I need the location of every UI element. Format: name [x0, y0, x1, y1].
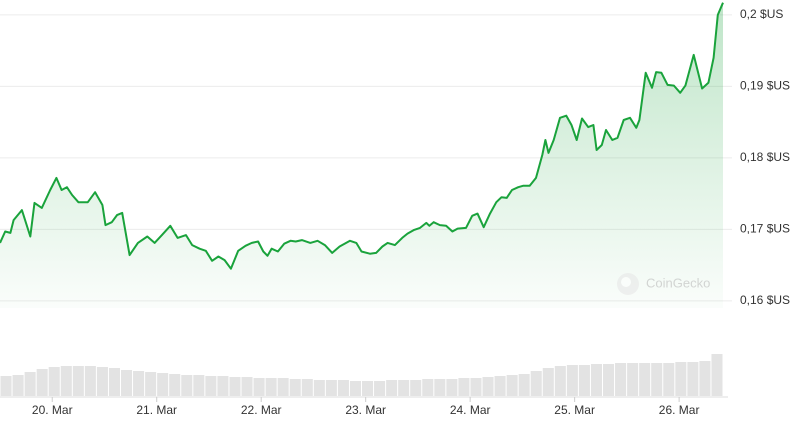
volume-bar — [506, 375, 518, 396]
volume-bar — [518, 374, 530, 396]
volume-bar — [301, 379, 313, 396]
x-tick-label: 26. Mar — [659, 403, 700, 417]
volume-bar — [578, 365, 590, 396]
volume-bar — [193, 375, 205, 396]
x-tick-label: 21. Mar — [136, 403, 177, 417]
volume-bar — [482, 377, 494, 396]
volume-bar — [48, 367, 60, 396]
volume-bar — [169, 374, 181, 396]
volume-bar — [362, 381, 374, 396]
volume-bar — [494, 376, 506, 396]
volume-bar — [458, 378, 470, 396]
volume-bar — [181, 375, 193, 396]
volume-bar — [651, 363, 663, 396]
volume-bar — [145, 372, 157, 396]
volume-bar — [217, 376, 229, 396]
x-tick-label: 22. Mar — [241, 403, 282, 417]
watermark: CoinGecko — [617, 273, 710, 295]
x-tick-label: 24. Mar — [450, 403, 491, 417]
volume-bar — [470, 378, 482, 396]
volume-bar — [72, 366, 84, 396]
volume-bar — [398, 380, 410, 396]
volume-bar — [313, 380, 325, 396]
volume-bar — [12, 375, 24, 396]
watermark-text: CoinGecko — [646, 275, 710, 290]
y-tick-label: 0,2 $US — [740, 7, 783, 21]
volume-bar — [277, 378, 289, 396]
volume-bar — [36, 369, 48, 396]
volume-bar — [96, 367, 108, 396]
volume-bar — [663, 363, 675, 396]
volume-bar — [711, 354, 723, 396]
volume-bar — [84, 366, 96, 396]
volume-bar — [615, 363, 627, 396]
watermark-logo-eye — [621, 277, 631, 287]
y-tick-label: 0,17 $US — [740, 222, 790, 236]
volume-bar — [289, 379, 301, 396]
volume-bar — [60, 366, 72, 396]
volume-bar — [337, 380, 349, 396]
volume-bar — [386, 380, 398, 396]
volume-bar — [241, 377, 253, 396]
volume-bar — [639, 363, 651, 396]
volume-bar — [229, 377, 241, 396]
volume-bar — [566, 365, 578, 396]
price-line — [0, 2, 724, 270]
volume-bar — [699, 361, 711, 396]
volume-bar — [422, 379, 434, 396]
volume-bar — [108, 368, 120, 396]
volume-bar — [675, 362, 687, 396]
volume-bar — [590, 364, 602, 396]
volume-bar — [530, 371, 542, 396]
volume-bar — [265, 378, 277, 396]
volume-bar — [554, 366, 566, 396]
volume-bar — [603, 364, 615, 396]
x-tick-label: 23. Mar — [345, 403, 386, 417]
volume-bar — [542, 368, 554, 396]
volume-bar — [349, 381, 361, 396]
volume-bar — [205, 376, 217, 396]
volume-bar — [253, 378, 265, 396]
volume-bar — [374, 381, 386, 396]
volume-bar — [446, 379, 458, 396]
volume-bar — [121, 370, 133, 396]
volume-bar — [157, 373, 169, 396]
volume-bar — [24, 372, 36, 396]
x-tick-label: 20. Mar — [32, 403, 73, 417]
y-tick-label: 0,16 $US — [740, 293, 790, 307]
y-tick-label: 0,19 $US — [740, 79, 790, 93]
volume-bar — [133, 371, 145, 396]
volume-bar — [325, 380, 337, 396]
volume-bar — [434, 379, 446, 396]
price-area — [0, 2, 723, 308]
volume-bar — [0, 376, 12, 396]
volume-bar — [687, 362, 699, 396]
y-tick-label: 0,18 $US — [740, 150, 790, 164]
volume-bar — [627, 363, 639, 396]
volume-bar — [410, 380, 422, 396]
x-tick-label: 25. Mar — [554, 403, 595, 417]
